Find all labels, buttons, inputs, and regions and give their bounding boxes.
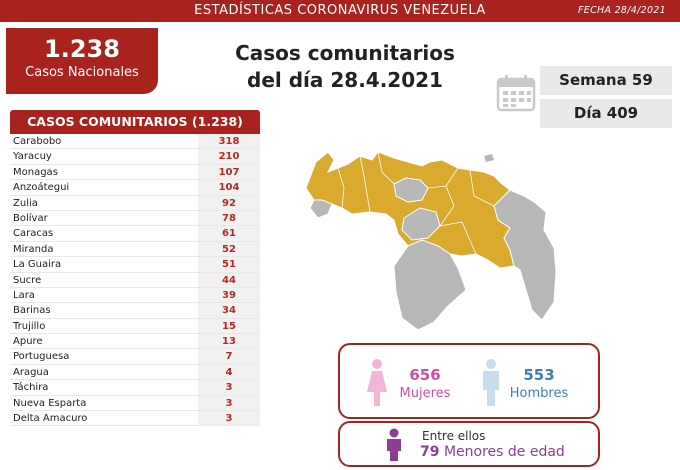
- state-cases: 13: [198, 334, 260, 349]
- state-cases: 210: [198, 149, 260, 164]
- state-name: Carabobo: [13, 136, 62, 147]
- table-row: Nueva Esparta 3: [10, 395, 260, 412]
- headline-line2: del día 28.4.2021: [247, 68, 443, 92]
- table-row: Trujillo 15: [10, 318, 260, 335]
- table-row: Delta Amacuro 3: [10, 411, 260, 427]
- minors-label: Menores de edad: [443, 444, 565, 460]
- woman-icon: [367, 359, 387, 406]
- week-counter: Semana 59: [540, 66, 672, 95]
- table-row: Bolívar 78: [10, 210, 260, 227]
- state-name: Trujillo: [13, 320, 46, 332]
- table-row: Caracas 61: [10, 226, 260, 242]
- child-icon: [387, 428, 401, 461]
- state-name: Delta Amacuro: [13, 413, 88, 425]
- state-name: Bolívar: [13, 212, 48, 224]
- state-cases: 3: [198, 395, 260, 411]
- map-region-east: [493, 189, 557, 321]
- table-row: Táchira 3: [10, 380, 260, 396]
- table-row: Lara 39: [10, 287, 260, 304]
- state-name: Sucre: [13, 274, 42, 286]
- table-row: Sucre 44: [10, 272, 260, 288]
- table-row: Carabobo 318: [10, 134, 260, 150]
- table-row: La Guaira 51: [10, 257, 260, 273]
- cases-table-body: Carabobo 318 Yaracuy 210 Monagas 107 Anzoátegu…: [10, 134, 260, 427]
- minors-panel: [338, 421, 600, 467]
- state-cases: 78: [198, 210, 260, 226]
- state-name: Aragua: [13, 366, 49, 378]
- state-cases: 39: [198, 287, 260, 303]
- state-name: Nueva Esparta: [13, 397, 87, 409]
- cases-table-header: CASOS COMUNITARIOS (1.238): [10, 110, 260, 134]
- table-row: Monagas 107: [10, 164, 260, 181]
- map-region-west: [309, 199, 333, 219]
- table-row: Barinas 34: [10, 303, 260, 319]
- state-cases: 3: [198, 380, 260, 395]
- table-row: Aragua 4: [10, 364, 260, 381]
- table-row: Anzoátegui 104: [10, 180, 260, 196]
- state-name: Portuguesa: [13, 351, 70, 363]
- map-region-center: [393, 177, 429, 203]
- headline-line1: Casos comunitarios: [235, 41, 455, 65]
- table-row: Yaracuy 210: [10, 149, 260, 165]
- state-name: Miranda: [13, 243, 54, 255]
- state-cases: 34: [198, 303, 260, 318]
- day-counter: Día 409: [540, 99, 672, 128]
- state-cases: 52: [198, 241, 260, 257]
- minors-intro: Entre ellos: [422, 429, 486, 443]
- minors-line: 79 Menores de edad: [420, 444, 565, 460]
- state-name: Barinas: [13, 305, 51, 317]
- state-cases: 107: [198, 164, 260, 180]
- men-count: 553: [523, 366, 555, 384]
- state-name: Yaracuy: [13, 151, 52, 163]
- state-name: Apure: [13, 336, 43, 348]
- state-name: Táchira: [13, 382, 49, 394]
- table-row: Portuguesa 7: [10, 349, 260, 365]
- table-row: Apure 13: [10, 334, 260, 350]
- table-row: Zulia 92: [10, 195, 260, 211]
- minors-count: 79: [420, 444, 440, 460]
- headline: Casos comunitarios del día 28.4.2021: [210, 40, 480, 94]
- national-cases-label: Casos Nacionales: [25, 65, 139, 80]
- state-name: La Guaira: [13, 259, 62, 271]
- state-cases: 104: [198, 180, 260, 195]
- state-name: Monagas: [13, 166, 58, 178]
- map-region-nueva-esparta: [484, 154, 494, 162]
- table-row: Miranda 52: [10, 241, 260, 258]
- cases-table: CASOS COMUNITARIOS (1.238) Carabobo 318 Ya…: [10, 110, 260, 427]
- state-cases: 44: [198, 272, 260, 287]
- state-name: Zulia: [13, 197, 38, 209]
- header-title: ESTADÍSTICAS CORONAVIRUS VENEZUELA: [194, 3, 486, 18]
- national-cases-card: 1.238 Casos Nacionales: [6, 28, 158, 94]
- state-cases: 318: [198, 134, 260, 149]
- state-name: Anzoátegui: [13, 182, 70, 194]
- man-icon: [483, 359, 499, 406]
- national-cases-count: 1.238: [44, 35, 120, 63]
- state-cases: 7: [198, 349, 260, 364]
- state-cases: 92: [198, 195, 260, 210]
- state-cases: 15: [198, 318, 260, 334]
- state-cases: 4: [198, 364, 260, 380]
- map-region-amazonas: [393, 239, 467, 331]
- venezuela-map: [305, 151, 557, 331]
- calendar-icon: [496, 75, 536, 112]
- header-bar: ESTADÍSTICAS CORONAVIRUS VENEZUELA FECHA…: [0, 0, 680, 22]
- state-cases: 61: [198, 226, 260, 241]
- state-name: Lara: [13, 289, 35, 301]
- state-cases: 3: [198, 411, 260, 426]
- women-count: 656: [409, 366, 441, 384]
- state-cases: 51: [198, 257, 260, 272]
- women-label: Mujeres: [399, 386, 451, 401]
- men-label: Hombres: [509, 386, 569, 401]
- state-name: Caracas: [13, 228, 54, 240]
- header-date: FECHA 28/4/2021: [578, 5, 666, 16]
- map-region-central-south: [401, 207, 441, 241]
